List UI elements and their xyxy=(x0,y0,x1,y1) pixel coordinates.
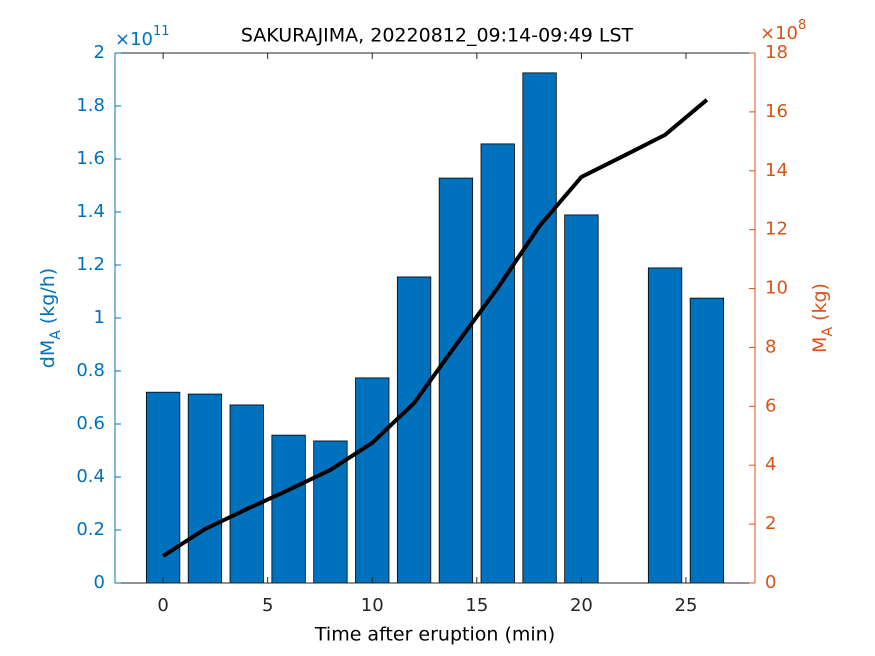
bar xyxy=(564,214,599,584)
y2-tick-label: 4 xyxy=(765,454,776,475)
y-tick-label: 0.4 xyxy=(76,466,105,487)
y-tick-label: 1.4 xyxy=(76,201,105,222)
bar xyxy=(229,404,264,584)
x-tick-label: 10 xyxy=(361,595,384,616)
y-tick-label: 0.8 xyxy=(76,360,105,381)
y2-mult-exp: 8 xyxy=(798,18,806,33)
y2-axis-label: MA (kg) xyxy=(809,283,837,353)
y2-tick-label: 2 xyxy=(765,513,776,534)
y-tick-label: 1 xyxy=(94,307,105,328)
y-label-main: dM xyxy=(37,340,59,368)
y2-multiplier: ×108 xyxy=(760,18,806,45)
bar xyxy=(187,393,223,584)
y-tick-label: 1.2 xyxy=(76,254,105,275)
y-tick-label: 0.6 xyxy=(76,413,105,434)
x-axis-label: Time after eruption (min) xyxy=(314,624,555,646)
bar xyxy=(689,297,725,584)
y2-tick-label: 14 xyxy=(765,160,788,181)
y2-tick-label: 18 xyxy=(765,42,788,63)
x-tick-label: 0 xyxy=(157,595,168,616)
x-tick-label: 15 xyxy=(465,595,488,616)
y2-label-main: M xyxy=(809,337,831,353)
x-tick-label: 20 xyxy=(570,595,593,616)
bar xyxy=(438,177,474,584)
y-label-unit: (kg/h) xyxy=(37,268,59,324)
y-tick-label: 0.2 xyxy=(76,519,105,540)
y-mult-base: ×10 xyxy=(115,29,153,50)
y-tick-label: 2 xyxy=(94,42,105,63)
chart-title: SAKURAJIMA, 20220812_09:14-09:49 LST xyxy=(241,25,634,47)
y2-label-unit: (kg) xyxy=(809,283,831,321)
bar xyxy=(145,391,181,584)
y2-label-sub: A xyxy=(820,327,836,337)
y2-tick-label: 16 xyxy=(765,101,788,122)
bar xyxy=(355,377,390,584)
x-tick-label: 25 xyxy=(675,595,698,616)
bar xyxy=(647,267,683,584)
y-label-sub: A xyxy=(48,330,64,340)
y-tick-label: 1.6 xyxy=(76,148,105,169)
bar xyxy=(396,276,432,584)
y-axis-label: dMA (kg/h) xyxy=(37,268,65,368)
y2-tick-label: 10 xyxy=(765,278,788,299)
line xyxy=(162,98,709,558)
y-tick-label: 0 xyxy=(94,572,105,593)
y-multiplier: ×1011 xyxy=(115,24,170,51)
bar xyxy=(522,72,557,584)
y2-tick-label: 6 xyxy=(765,395,776,416)
y-mult-exp: 11 xyxy=(153,24,170,39)
y2-tick-label: 8 xyxy=(765,336,776,357)
x-tick-label: 5 xyxy=(262,595,273,616)
y2-tick-label: 0 xyxy=(765,572,776,593)
y2-tick-label: 12 xyxy=(765,219,788,240)
y2-mult-base: ×10 xyxy=(760,23,798,44)
bar xyxy=(480,143,515,584)
y-tick-label: 1.8 xyxy=(76,95,105,116)
bar xyxy=(271,434,306,584)
